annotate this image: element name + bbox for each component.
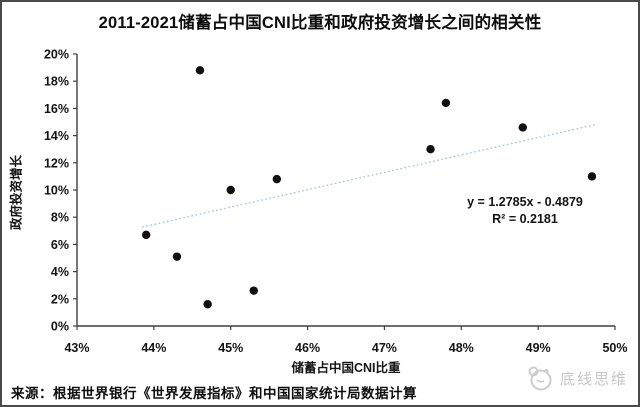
x-tick-label: 44% (141, 341, 166, 355)
y-tick-label: 0% (51, 320, 69, 334)
x-tick-label: 47% (372, 341, 397, 355)
y-tick-label: 16% (44, 102, 69, 116)
data-point (587, 172, 597, 181)
data-point (172, 252, 182, 261)
data-point (195, 66, 205, 75)
data-point (141, 230, 151, 240)
x-tick-label: 43% (64, 341, 89, 355)
data-point (426, 145, 435, 154)
y-tick-label: 12% (44, 156, 69, 170)
watermark: 底线思维 (525, 363, 628, 393)
x-tick-label: 50% (602, 341, 627, 355)
trendline-equation-block: y = 1.2785x - 0.4879 R² = 0.2181 (434, 194, 616, 228)
x-tick-label: 49% (526, 341, 551, 355)
y-tick-label: 20% (44, 48, 69, 62)
y-tick-label: 6% (51, 238, 69, 252)
x-tick-label: 46% (295, 341, 320, 355)
trendline-r2-label: R² = 0.2181 (492, 212, 558, 226)
x-axis-title: 储蓄占中国CNI比重 (291, 361, 401, 375)
x-tick-label: 45% (218, 341, 243, 355)
y-tick-label: 4% (51, 265, 69, 279)
x-tick-label: 48% (449, 341, 474, 355)
y-tick-label: 14% (44, 129, 69, 143)
y-tick-label: 2% (51, 292, 69, 306)
data-point (226, 185, 235, 195)
watermark-text: 底线思维 (559, 370, 628, 388)
data-point (249, 286, 258, 295)
data-point (203, 300, 212, 309)
y-axis-title: 政府投资增长 (9, 155, 24, 231)
trendline-equation-label: y = 1.2785x - 0.4879 (467, 195, 583, 209)
data-point (272, 174, 282, 184)
chart-title: 2011-2021储蓄占中国CNI比重和政府投资增长之间的相关性 (98, 14, 542, 32)
y-tick-label: 8% (51, 211, 69, 225)
data-point (518, 123, 527, 132)
data-point (441, 98, 451, 108)
watermark-logo-icon (528, 366, 552, 391)
trendline (142, 123, 596, 228)
y-tick-label: 18% (44, 75, 69, 89)
source-note: 来源：根据世界银行《世界发展指标》和中国国家统计局数据计算 (11, 386, 417, 401)
y-tick-label: 10% (44, 184, 69, 198)
